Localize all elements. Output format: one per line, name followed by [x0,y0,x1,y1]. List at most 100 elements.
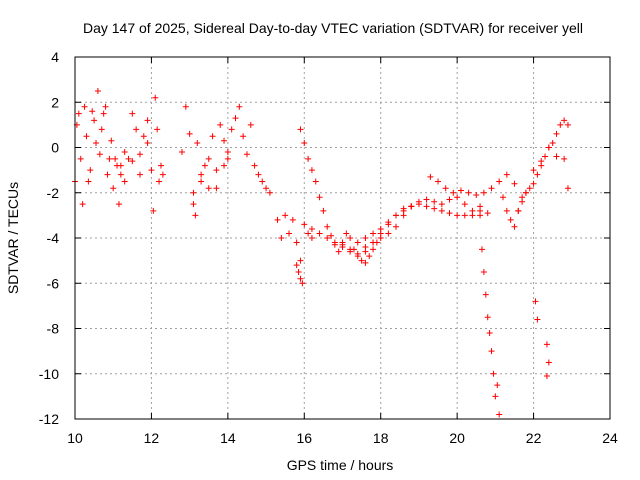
data-point [431,198,438,205]
data-point [192,212,199,219]
data-point [519,198,526,205]
data-point [553,153,560,160]
data-point [478,246,485,253]
series-arc-14 [427,171,526,201]
data-point [362,244,369,251]
data-point [545,144,552,151]
y-tick-label: -10 [39,366,59,382]
data-point [532,298,539,305]
y-tick-label: -4 [47,230,60,246]
series-arc-6 [190,137,228,219]
data-point [534,171,541,178]
data-point [129,110,136,117]
data-point [354,239,361,246]
y-tick-label: -6 [47,275,60,291]
data-point [393,212,399,219]
data-point [486,330,493,337]
series-arc-2 [73,103,122,208]
data-point [480,268,487,275]
x-tick-label: 24 [602,430,618,446]
data-point [423,196,430,203]
data-point [320,207,327,214]
data-point [190,189,197,196]
data-point [324,223,331,230]
series-arc-5 [179,103,231,208]
data-point [198,171,205,178]
data-point [438,207,445,214]
data-point [194,139,201,146]
data-point [243,151,250,158]
data-point [89,108,96,115]
data-point [93,139,100,146]
data-point [182,103,189,110]
data-point [446,196,453,203]
y-tick-label: -2 [47,185,60,201]
data-point [289,216,296,223]
data-point [293,262,300,269]
data-point [482,291,489,298]
data-point [209,133,216,140]
data-point [232,115,239,122]
data-point [217,121,224,128]
data-point [190,201,197,208]
data-point [347,246,354,253]
x-tick-label: 18 [373,430,389,446]
data-point [488,185,495,192]
data-point [94,87,101,94]
data-point [480,189,487,196]
data-point [108,137,115,144]
series-arc-16 [500,117,571,230]
data-point [457,187,464,194]
data-point [106,155,113,162]
data-point [534,316,541,323]
data-point [115,201,122,208]
data-point [112,155,119,162]
data-point [96,151,103,158]
data-point [102,103,109,110]
data-point [205,185,212,192]
series-arc-11 [308,201,491,257]
data-point [297,257,304,264]
data-point [370,239,377,246]
data-point [543,341,550,348]
data-point [198,178,205,185]
series-arc-12 [339,194,484,253]
data-point [157,162,164,169]
data-point [221,162,228,169]
data-point [297,275,304,282]
data-point [77,155,84,162]
data-point [500,194,506,201]
data-point [221,137,228,144]
data-point [450,189,457,196]
data-point [362,235,369,241]
data-point [511,180,518,187]
data-point [308,167,315,174]
series-arc-3 [117,94,166,185]
data-point [484,210,491,217]
data-point [274,216,281,223]
data-point [370,246,377,253]
data-point [282,212,289,219]
data-point [343,230,350,237]
data-point [236,103,243,110]
y-tick-labels: -12 -10 -8 -6 -4 -2 0 2 4 [39,49,59,427]
data-point [144,139,151,146]
data-point [247,121,254,128]
data-point [308,235,315,241]
data-point [305,230,312,237]
data-point [324,235,331,241]
data-point [469,207,476,214]
data-point [81,103,88,110]
data-point [156,178,163,185]
data-point [530,180,537,187]
data-point [251,162,258,169]
data-point [121,149,128,156]
data-point [312,178,319,185]
data-point [263,185,270,192]
data-point [446,210,453,217]
data-point [496,178,503,185]
y-axis-label: SDTVAR / TECUs [5,182,21,294]
data-point [484,314,491,321]
x-axis-label: GPS time / hours [287,457,394,473]
